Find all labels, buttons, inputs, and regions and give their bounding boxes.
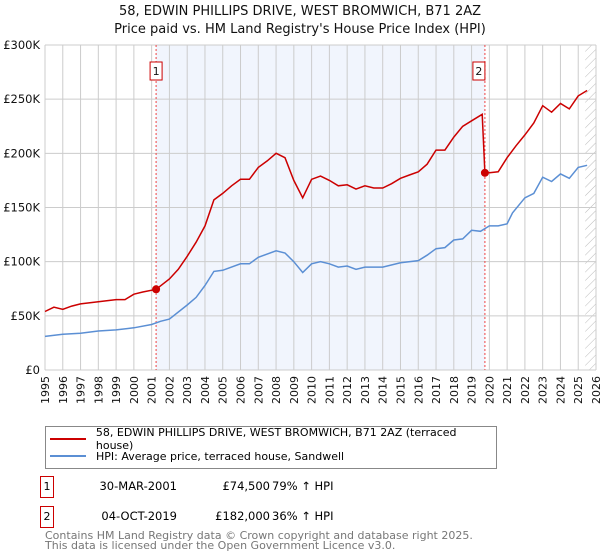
x-tick-label: 2010 [306,376,319,404]
transaction-row: 1 30-MAR-2001 £74,500 79% ↑ HPI [40,476,440,498]
y-tick-label: £100K [3,255,40,269]
transaction-marker: 1 [40,476,54,498]
legend-label-hpi: HPI: Average price, terraced house, Sand… [96,449,345,463]
y-tick-label: £250K [3,92,40,106]
chart-title: 58, EDWIN PHILLIPS DRIVE, WEST BROMWICH,… [118,4,482,19]
hpi-line [44,164,588,338]
transaction-price: £74,500 [222,479,270,493]
y-tick-label: £0 [25,363,40,377]
price-chart: 1 2 1995 1996 1997 1998 1999 2000 2001 2002 2003 20… [3,38,600,404]
x-tick-label: 2021 [501,376,514,404]
x-tick-label: 2026 [590,376,600,404]
x-tick-label: 2009 [288,376,301,404]
x-tick-label: 1999 [110,376,123,404]
x-tick-label: 2018 [448,376,461,404]
legend-item-property: 58, EDWIN PHILLIPS DRIVE, WEST BROMWICH,… [50,426,496,452]
x-tick-label: 1998 [92,376,105,404]
x-tick-label: 2006 [235,376,248,404]
legend-item-hpi: HPI: Average price, terraced house, Sand… [50,448,344,464]
x-tick-label: 2017 [430,376,443,404]
x-tick-label: 2003 [181,376,194,404]
x-tick-label: 2013 [359,376,372,404]
x-tick-label: 2005 [217,376,230,404]
sale-label: 2 [475,65,482,78]
transaction-marker: 2 [40,506,54,528]
red-line-swatch [50,438,86,440]
y-tick-label: £150K [3,201,40,215]
y-tick-label: £200K [3,146,40,160]
x-tick-label: 2022 [519,376,532,404]
transaction-hpi: 36% ↑ HPI [272,509,334,523]
sale-label-box [149,61,163,81]
sale-label-box [472,61,486,81]
x-tick-label: 2019 [466,376,479,404]
sale-point [480,168,489,177]
x-tick-label: 2012 [341,376,354,404]
y-tick-label: £50K [11,309,41,323]
x-tick-label: 2011 [323,376,336,404]
chart-subtitle: Price paid vs. HM Land Registry's House … [114,22,486,37]
legend-label-property: 58, EDWIN PHILLIPS DRIVE, WEST BROMWICH,… [95,426,457,452]
sale-point [152,285,161,294]
x-tick-label: 2016 [412,376,425,404]
footer: Contains HM Land Registry data © Crown c… [45,529,473,552]
x-tick-label: 2020 [483,376,496,404]
x-tick-label: 2001 [146,376,159,404]
x-tick-label: 1996 [57,376,70,404]
sale-label: 1 [153,65,160,78]
legend: 58, EDWIN PHILLIPS DRIVE, WEST BROMWICH,… [45,426,497,469]
x-tick-label: 2008 [270,376,283,404]
blue-line-swatch [50,455,86,457]
x-tick-label: 1997 [75,376,88,404]
x-tick-label: 1995 [39,376,52,404]
transaction-hpi: 79% ↑ HPI [272,479,334,493]
transaction-row: 2 04-OCT-2019 £182,000 36% ↑ HPI [40,506,440,528]
transaction-price: £182,000 [215,509,270,523]
x-tick-label: 2015 [394,376,407,404]
transaction-date: 04-OCT-2019 [101,509,177,523]
x-tick-label: 2024 [554,376,567,404]
x-tick-label: 2014 [377,376,390,404]
x-tick-label: 2025 [572,376,585,404]
footer-copyright: Contains HM Land Registry data © Crown c… [45,529,473,542]
footer-licence: This data is licensed under the Open Gov… [45,539,396,552]
transaction-date: 30-MAR-2001 [99,479,177,493]
x-tick-label: 2000 [128,376,141,404]
x-tick-label: 2004 [199,376,212,404]
x-tick-label: 2002 [163,376,176,404]
x-tick-label: 2023 [537,376,550,404]
x-tick-label: 2007 [252,376,265,404]
y-tick-label: £300K [3,38,40,52]
